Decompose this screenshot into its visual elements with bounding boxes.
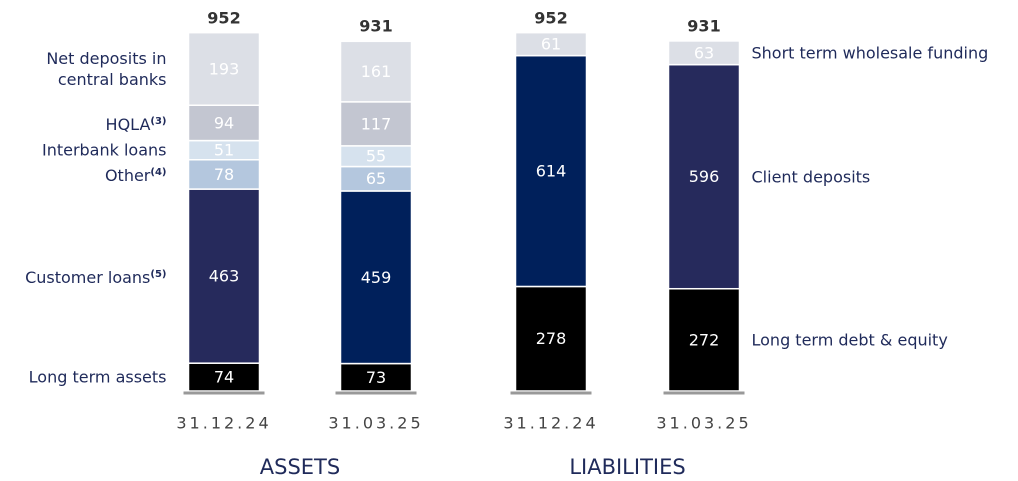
value-label: 94 [214,113,234,132]
value-label: 63 [694,43,714,62]
bar-segment [339,165,413,192]
x-tick-label: 31.03.25 [656,414,751,433]
value-label: 61 [541,35,561,54]
x-tick-label: 31.12.24 [176,414,271,433]
value-label: 278 [536,329,567,348]
legend-label: Long term assets [28,367,167,387]
bar-segment [187,362,261,392]
legend-item: Interbank loans [17,140,167,161]
group-title: LIABILITIES [569,455,685,479]
legend-item: Short term wholesale funding [752,42,989,63]
bar-segment [339,101,413,147]
legend-item: Net deposits in central banks [17,48,167,90]
bar-segment [339,362,413,392]
bar-segment [514,31,588,57]
x-tick-label: 31.03.25 [328,414,423,433]
bar-segment [667,40,741,66]
legend-item: Long term debt & equity [752,329,948,350]
bar-segment [514,54,588,288]
legend-label: Long term debt & equity [751,330,948,350]
legend-label: Net deposits in central banks [46,48,167,89]
legend-note: (4) [150,167,167,179]
legend-note: (3) [150,115,167,127]
bar-segment [667,63,741,290]
legend-label: HQLA [105,115,151,135]
group-title: ASSETS [260,455,340,479]
legend-note: (5) [150,268,167,280]
value-label: 272 [689,330,720,349]
bar-segment [187,188,261,364]
value-label: 614 [536,162,567,181]
bar-segment [187,159,261,190]
bar-segment [339,40,413,103]
total-label: 952 [207,9,240,28]
legend-item: Customer loans(5) [17,264,167,288]
total-label: 931 [359,16,392,35]
x-tick-label: 31.12.24 [503,414,598,433]
legend-item: Long term assets [17,367,167,388]
legend-label: Short term wholesale funding [751,43,989,63]
bar-segment [339,190,413,365]
value-label: 65 [366,169,386,188]
value-label: 193 [209,59,240,78]
value-label: 51 [214,141,234,160]
legend-label: Client deposits [751,167,871,187]
legend-label: Customer loans [25,268,151,288]
legend-label: Other [104,166,151,186]
bar-segment [187,104,261,142]
bar-segment [667,287,741,392]
value-label: 74 [214,368,234,387]
legend-item: Other(4) [17,162,167,186]
value-label: 459 [361,268,392,287]
value-label: 73 [366,368,386,387]
bar-segment [187,31,261,106]
value-label: 161 [361,62,392,81]
total-label: 952 [534,9,567,28]
value-label: 55 [366,147,386,166]
bar-segment [514,285,588,392]
value-label: 596 [689,167,720,186]
legend-label: Interbank loans [41,140,167,160]
total-label: 931 [687,16,720,35]
value-label: 78 [214,165,234,184]
value-label: 463 [209,267,240,286]
value-label: 117 [361,114,392,133]
legend-item: Client deposits [752,166,871,187]
legend-item: HQLA(3) [17,111,167,135]
